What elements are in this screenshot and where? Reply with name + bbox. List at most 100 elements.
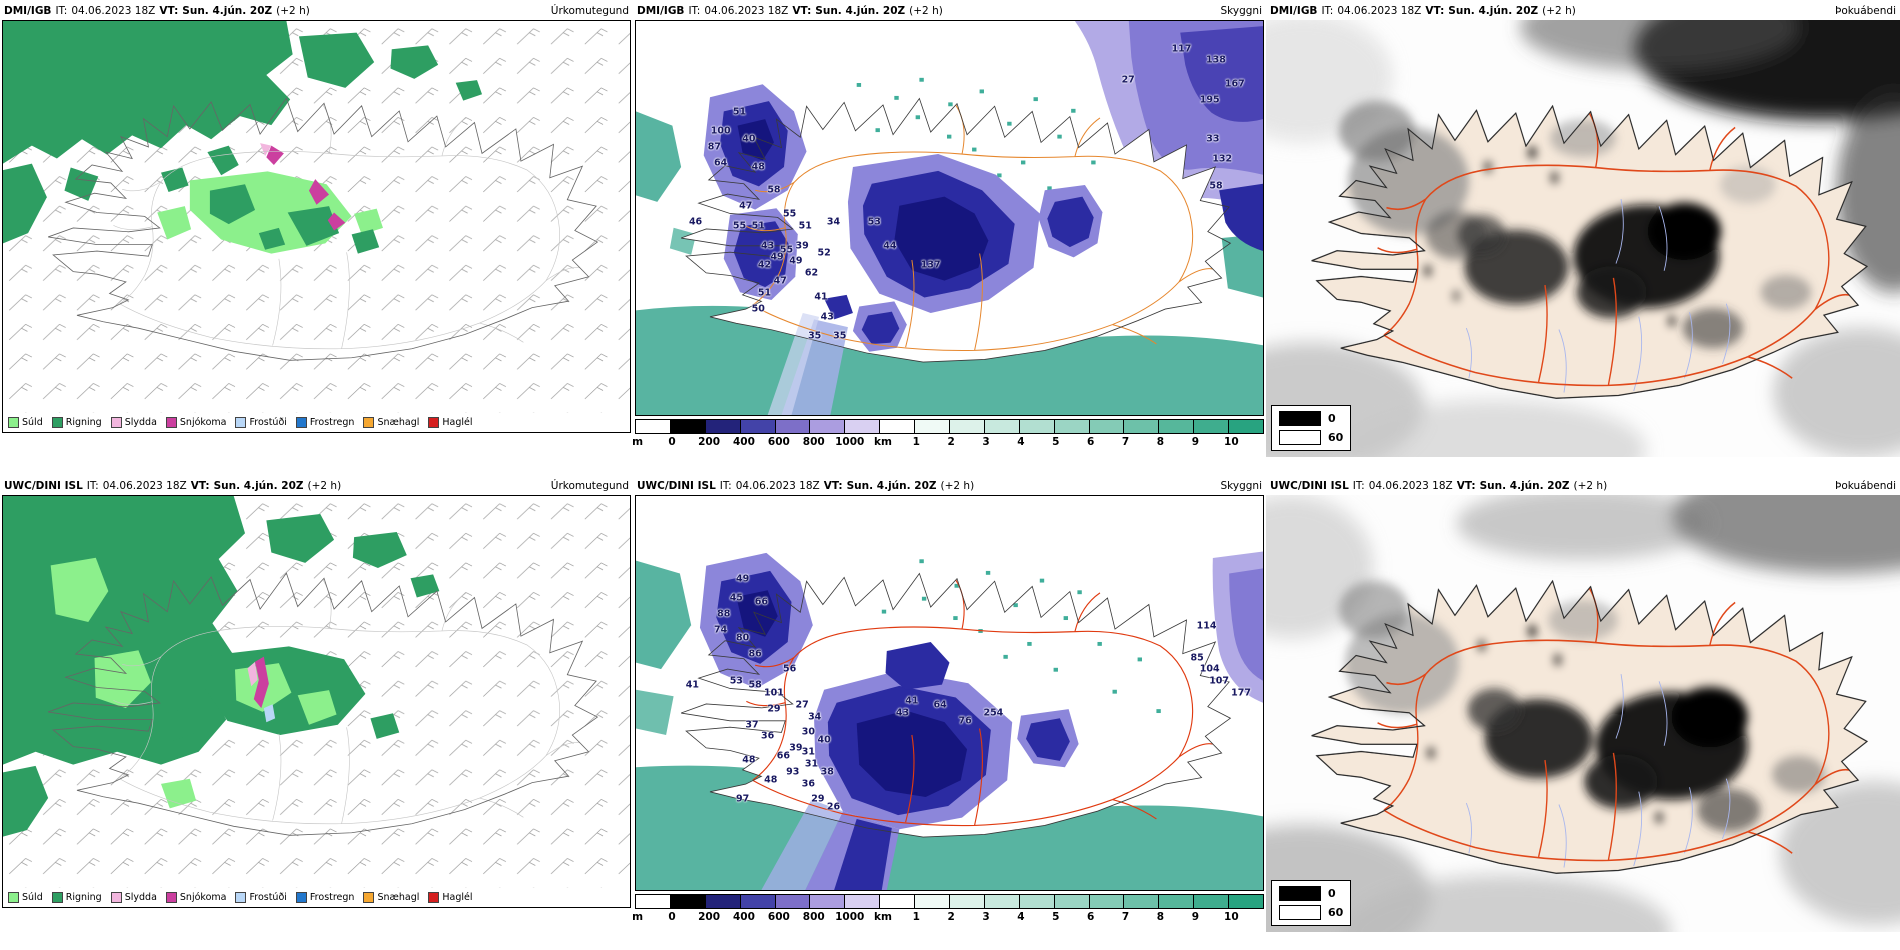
colorbar-cell: 7 bbox=[1122, 420, 1160, 448]
colorbar-cell: 400 bbox=[733, 895, 776, 923]
legend-swatch bbox=[165, 892, 177, 903]
legend-swatch bbox=[363, 892, 375, 903]
fog-legend-value: 0 bbox=[1328, 887, 1336, 900]
product-label: Þokuábendi bbox=[1835, 5, 1896, 17]
colorbar-cell: 800 bbox=[803, 420, 846, 448]
colorbar-tick: 8 bbox=[1156, 911, 1165, 923]
colorbar-tick: 200 bbox=[698, 911, 721, 923]
fog-legend-swatch bbox=[1279, 411, 1321, 426]
colorbar-cell: 800 bbox=[803, 895, 846, 923]
colorbar-cell: 0 bbox=[668, 420, 706, 448]
colorbar-tick: 400 bbox=[732, 436, 755, 448]
colorbar-cell: 4 bbox=[1017, 420, 1055, 448]
fog-threshold-legend: 0 60 bbox=[1271, 405, 1352, 451]
panel-dmi-precipitation: DMI/IGB IT: 04.06.2023 18Z VT: Sun. 4.jú… bbox=[0, 0, 633, 475]
legend-label: Haglél bbox=[442, 417, 473, 428]
legend-item-súld: Súld bbox=[8, 892, 43, 903]
colorbar-cell: 10 bbox=[1224, 420, 1264, 448]
lead-time: (+2 h) bbox=[276, 5, 310, 17]
legend-item-frostregn: Frostregn bbox=[295, 417, 354, 428]
fog-legend-swatch bbox=[1279, 886, 1321, 901]
colorbar-tick: 5 bbox=[1052, 436, 1060, 448]
colorbar-cell: km bbox=[874, 895, 916, 923]
fog-legend-value: 0 bbox=[1328, 412, 1336, 425]
colorbar-tick: 3 bbox=[982, 911, 990, 923]
init-time-label: IT: bbox=[86, 480, 99, 492]
fog-legend-row: 0 bbox=[1279, 411, 1343, 426]
init-time-label: IT: bbox=[55, 5, 68, 17]
legend-label: Súld bbox=[22, 417, 43, 428]
map-frame: 51 100 87 64 40 48 58 47 46 55 51 43 42 55 49 62 47 51 50 5… bbox=[635, 20, 1264, 416]
map-graphic bbox=[636, 496, 1263, 890]
legend-item-snjókoma: Snjókoma bbox=[165, 417, 227, 428]
legend-item-snjókoma: Snjókoma bbox=[165, 892, 226, 903]
colorbar-tick: 6 bbox=[1087, 911, 1095, 923]
colorbar-cell: 2 bbox=[947, 895, 985, 923]
colorbar-cell: 10 bbox=[1224, 895, 1264, 923]
colorbar-tick: 9 bbox=[1191, 436, 1200, 448]
visibility-colorbar: m 0 200 400 600 800 1000 km 1 2 3 4 5 6 7 8 9 10 bbox=[633, 419, 1264, 453]
legend-label: Súld bbox=[22, 892, 43, 903]
legend-swatch bbox=[110, 417, 122, 428]
init-time-label: IT: bbox=[688, 5, 701, 17]
colorbar-cell: 3 bbox=[982, 420, 1020, 448]
panel-header: UWC/DINI ISL IT: 04.06.2023 18Z VT: Sun.… bbox=[633, 478, 1266, 494]
visibility-map: 51 100 87 64 40 48 58 47 46 55 51 43 42 55 49 62 47 51 50 5… bbox=[636, 21, 1263, 415]
init-time-label: IT: bbox=[1321, 5, 1334, 17]
visibility-map: 49 45 66 88 74 80 86 41 53 58 101 56 29 27 34 37 36 30 39 4… bbox=[636, 496, 1263, 890]
legend-swatch bbox=[8, 417, 19, 428]
map-graphic bbox=[3, 496, 630, 888]
panel-header: UWC/DINI ISL IT: 04.06.2023 18Z VT: Sun.… bbox=[0, 478, 633, 494]
precipitation-type-map bbox=[3, 21, 630, 413]
init-time: 04.06.2023 18Z bbox=[71, 5, 156, 17]
legend-label: Frostregn bbox=[309, 892, 355, 903]
valid-time: Sun. 4.jún. 20Z bbox=[213, 480, 304, 492]
valid-time: Sun. 4.jún. 20Z bbox=[182, 5, 273, 17]
precipitation-type-map bbox=[3, 496, 630, 888]
colorbar-cell: 6 bbox=[1087, 420, 1125, 448]
colorbar-tick: 7 bbox=[1121, 911, 1130, 923]
colorbar-cell: 1000 bbox=[835, 895, 881, 923]
panel-header: DMI/IGB IT: 04.06.2023 18Z VT: Sun. 4.jú… bbox=[1266, 3, 1900, 19]
product-label: Þokuábendi bbox=[1835, 480, 1896, 492]
lead-time: (+2 h) bbox=[1542, 5, 1576, 17]
colorbar-tick: 600 bbox=[767, 911, 790, 923]
legend-swatch bbox=[165, 417, 177, 428]
legend-label: Snæhagl bbox=[377, 417, 420, 428]
colorbar-tick: 6 bbox=[1087, 436, 1095, 448]
colorbar-cell: 400 bbox=[733, 420, 776, 448]
lead-time: (+2 h) bbox=[909, 5, 943, 17]
lead-time: (+2 h) bbox=[940, 480, 975, 492]
legend-item-frostúði: Frostúði bbox=[235, 892, 287, 903]
colorbar-cell: 200 bbox=[698, 420, 741, 448]
colorbar-cell: 5 bbox=[1052, 895, 1090, 923]
legend-swatch bbox=[51, 892, 63, 903]
model-name: DMI/IGB bbox=[637, 5, 685, 17]
legend-label: Slydda bbox=[124, 417, 157, 428]
init-time-label: IT: bbox=[1352, 480, 1365, 492]
colorbar-cell: 3 bbox=[982, 895, 1020, 923]
valid-time-label: VT: bbox=[1425, 5, 1445, 17]
legend-swatch bbox=[51, 417, 63, 428]
colorbar-tick: 1 bbox=[912, 911, 920, 923]
legend-item-slydda: Slydda bbox=[110, 417, 157, 428]
panel-header: DMI/IGB IT: 04.06.2023 18Z VT: Sun. 4.jú… bbox=[633, 3, 1266, 19]
precipitation-legend: Súld Rigning Slydda Snjókoma Frostúði Frostre… bbox=[3, 413, 630, 432]
legend-swatch bbox=[110, 892, 122, 903]
panel-header: DMI/IGB IT: 04.06.2023 18Z VT: Sun. 4.jú… bbox=[0, 3, 633, 19]
map-graphic bbox=[1266, 495, 1900, 932]
valid-time-label: VT: bbox=[1456, 480, 1476, 492]
legend-label: Slydda bbox=[124, 892, 157, 903]
colorbar-tick: m bbox=[633, 911, 644, 923]
lead-time: (+2 h) bbox=[1573, 480, 1608, 492]
legend-label: Rigning bbox=[65, 417, 102, 428]
colorbar-tick: 0 bbox=[668, 911, 676, 923]
precipitation-legend: Súld Rigning Slydda Snjókoma Frostúði Frostre… bbox=[3, 888, 630, 907]
legend-label: Rigning bbox=[65, 892, 102, 903]
legend-label: Snjókoma bbox=[179, 417, 227, 428]
colorbar-cell: 600 bbox=[768, 420, 811, 448]
colorbar-cell: 600 bbox=[768, 895, 811, 923]
legend-swatch bbox=[428, 892, 440, 903]
colorbar-tick: 800 bbox=[802, 436, 825, 448]
legend-swatch bbox=[235, 417, 247, 428]
